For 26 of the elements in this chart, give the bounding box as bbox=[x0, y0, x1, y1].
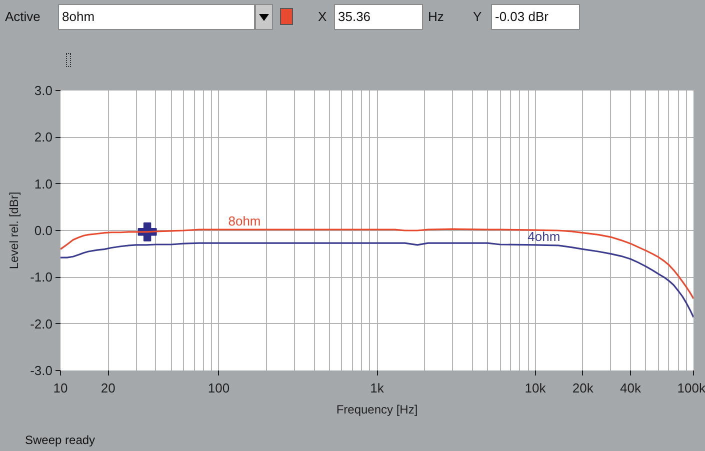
y-tick-label: 3.0 bbox=[34, 83, 53, 98]
x-tick-label: 20k bbox=[572, 380, 594, 396]
x-tick-label: 20 bbox=[100, 380, 116, 396]
dropdown: 8ohm bbox=[58, 4, 255, 30]
x-axis-title: Frequency [Hz] bbox=[336, 402, 418, 416]
y-axis-title: Level rel. [dBr] bbox=[7, 192, 22, 270]
x-tick-label: 1k bbox=[370, 380, 384, 396]
text: Sweep ready bbox=[25, 433, 96, 447]
x-tick-label: 100 bbox=[208, 380, 230, 396]
y-tick-label: 0.0 bbox=[34, 223, 53, 238]
text: Active bbox=[5, 9, 40, 24]
text-field: -0.03 dBr bbox=[491, 4, 580, 30]
x-tick-label: 10 bbox=[53, 380, 68, 396]
y-tick-label: -2.0 bbox=[30, 316, 53, 332]
text-field: 35.36 bbox=[334, 4, 423, 30]
x-tick-label: 40k bbox=[620, 380, 642, 396]
series-label: 8ohm bbox=[228, 214, 261, 229]
text: X bbox=[318, 9, 327, 24]
series-label: 4ohm bbox=[528, 228, 560, 244]
text: Hz bbox=[428, 9, 444, 24]
y-tick-label: 2.0 bbox=[34, 130, 53, 145]
text: Y bbox=[473, 9, 482, 24]
y-tick-label: -1.0 bbox=[30, 270, 53, 285]
y-tick-label: -3.0 bbox=[30, 363, 53, 378]
x-tick-label: 10k bbox=[524, 380, 546, 396]
y-tick-label: 1.0 bbox=[34, 176, 53, 192]
